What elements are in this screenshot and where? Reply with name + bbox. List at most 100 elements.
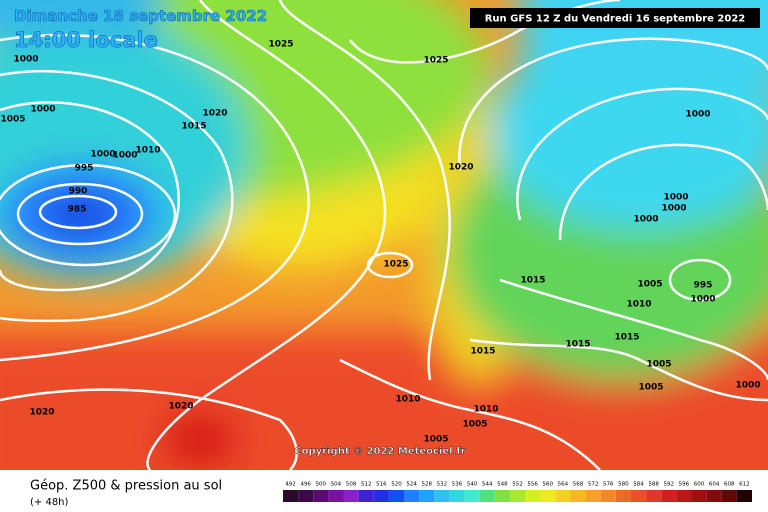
legend-value: 608: [724, 482, 735, 488]
color-legend: 492 496 500 504 508 512 516 520 524 528 532 536 540 5…: [283, 482, 752, 502]
legend-swatch: [661, 490, 677, 502]
legend-swatch: [555, 490, 571, 502]
isobar-label: 1010: [626, 300, 651, 310]
legend-value: 588: [648, 482, 659, 488]
legend-swatch: [676, 490, 692, 502]
legend-value: 600: [694, 482, 705, 488]
legend-value: 568: [573, 482, 584, 488]
isobar-label: 985: [68, 205, 87, 215]
legend-swatch: [630, 490, 647, 502]
legend-value: 552: [512, 482, 523, 488]
isobar-label: 1005: [462, 420, 487, 430]
isobar-label: 1015: [614, 333, 639, 343]
legend-swatch: [525, 490, 541, 502]
legend-value: 572: [588, 482, 599, 488]
legend-value: 596: [679, 482, 690, 488]
isobar-label: 1025: [423, 56, 448, 66]
isobar-label: 1000: [112, 151, 137, 161]
legend-value: 536: [452, 482, 463, 488]
isobar-label: 1015: [520, 276, 545, 286]
legend-swatch: [283, 490, 299, 502]
legend-value: 556: [527, 482, 538, 488]
run-label: Run GFS 12 Z du Vendredi 16 septembre 20…: [485, 14, 746, 25]
isobar-label: 1000: [30, 105, 55, 115]
legend-swatch: [328, 490, 344, 502]
legend-swatch: [434, 490, 450, 502]
isobar-label: 1015: [470, 347, 495, 357]
isobar-label: 1010: [135, 146, 160, 156]
legend-value: 584: [633, 482, 644, 488]
legend-value: 520: [391, 482, 402, 488]
run-box: [470, 8, 760, 28]
isobar-label: 1000: [13, 55, 38, 65]
legend-swatch: [585, 490, 601, 502]
legend-swatch: [464, 490, 480, 502]
isobar-label: 1010: [473, 405, 498, 415]
legend-value: 544: [482, 482, 493, 488]
isobar-label: 1015: [181, 122, 206, 132]
isobar-label: 1025: [268, 40, 293, 50]
legend-value: 528: [421, 482, 432, 488]
legend-value: 532: [437, 482, 448, 488]
isobar-label: 1025: [383, 260, 408, 270]
isobar-label: 1005: [637, 280, 662, 290]
legend-swatch: [479, 490, 495, 502]
footer-title: Géop. Z500 & pression au sol: [30, 479, 222, 494]
isobar-label: 1020: [202, 109, 227, 119]
copyright: Copyright © 2022 Meteociel.fr: [294, 446, 465, 457]
legend-swatch: [509, 490, 526, 502]
legend-value: 576: [603, 482, 614, 488]
legend-value: 492: [285, 482, 296, 488]
isobars: [0, 0, 768, 402]
legend-swatch: [706, 490, 722, 502]
legend-value: 604: [709, 482, 720, 488]
legend-value: 516: [376, 482, 387, 488]
legend-value: 564: [558, 482, 569, 488]
isobar-label: 1000: [90, 150, 115, 160]
isobar-label: 1005: [646, 360, 671, 370]
legend-swatch: [313, 490, 329, 502]
time-label: 14:00 locale: [14, 28, 158, 52]
isobar-label: 1000: [685, 110, 710, 120]
legend-swatch: [615, 490, 631, 502]
legend-swatch: [404, 490, 420, 502]
legend-value: 612: [739, 482, 750, 488]
legend-swatch: [691, 490, 707, 502]
isobar-labels: 1025102510001000100510201015101010001000…: [0, 40, 760, 445]
isobar-label: 1000: [690, 295, 715, 305]
legend-value: 508: [346, 482, 357, 488]
legend-value: 580: [618, 482, 629, 488]
isobar-label: 1020: [29, 408, 54, 418]
legend-value: 540: [467, 482, 478, 488]
legend-swatch: [373, 490, 389, 502]
legend-swatch: [298, 490, 314, 502]
legend-value: 592: [664, 482, 675, 488]
legend-swatch: [721, 490, 737, 502]
isobar-label: 995: [694, 281, 713, 291]
legend-swatch: [494, 490, 510, 502]
legend-swatch: [343, 490, 359, 502]
isobar-label: 1010: [395, 395, 420, 405]
legend-value: 496: [300, 482, 311, 488]
legend-swatch: [600, 490, 616, 502]
isobar-label: 1015: [565, 340, 590, 350]
legend-swatch: [358, 490, 374, 502]
legend-swatch: [449, 490, 465, 502]
legend-swatch: [646, 490, 662, 502]
isobar-label: 1005: [0, 115, 25, 125]
date-label: Dimanche 18 septembre 2022: [14, 7, 267, 25]
isobar-label: 1005: [423, 435, 448, 445]
legend-value: 524: [406, 482, 417, 488]
legend-swatch: [388, 490, 405, 502]
legend-value: 504: [331, 482, 342, 488]
isobar-label: 1000: [633, 215, 658, 225]
isobar-label: 1000: [661, 204, 686, 214]
isobar-label: 1020: [168, 402, 193, 412]
legend-swatch: [736, 490, 752, 502]
legend-value: 560: [543, 482, 554, 488]
legend-value: 512: [361, 482, 372, 488]
legend-swatch: [419, 490, 435, 502]
